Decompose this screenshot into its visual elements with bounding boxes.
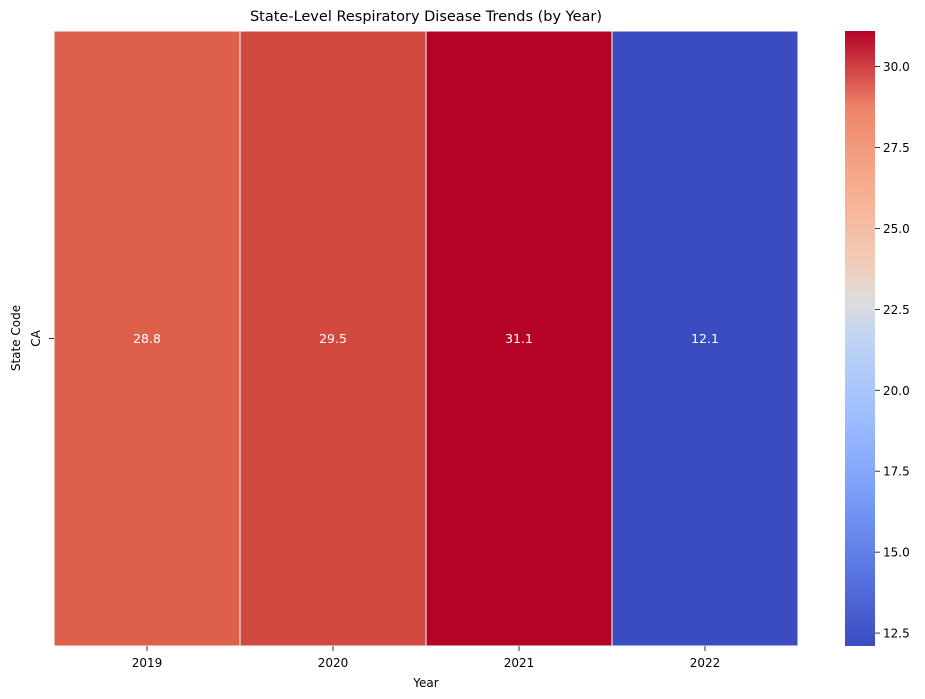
heatmap-cells: 28.8 29.5 31.1 12.1 [53, 30, 799, 647]
y-axis-ticks: CA [29, 329, 54, 347]
cell-value-label: 28.8 [133, 331, 161, 346]
colorbar-tick-label: 25.0 [883, 222, 910, 236]
y-tick-label: CA [29, 329, 43, 346]
x-tick-label: 2021 [504, 656, 535, 670]
heatmap-cell-CA-2021 [425, 30, 613, 647]
heatmap-cell-CA-2020 [239, 30, 427, 647]
cell-value-label: 29.5 [319, 331, 347, 346]
colorbar-tick-label: 15.0 [883, 546, 910, 560]
heatmap-cell-CA-2022 [611, 30, 799, 647]
x-tick-label: 2020 [318, 656, 349, 670]
colorbar-ticks: 12.5 15.0 17.5 20.0 22.5 25.0 27.5 30.0 [875, 60, 910, 641]
x-tick-label: 2022 [690, 656, 721, 670]
x-axis-ticks: 2019 2020 2021 2022 [132, 646, 721, 670]
heatmap-cell-CA-2019 [53, 30, 241, 647]
colorbar-tick-label: 22.5 [883, 303, 910, 317]
colorbar-tick-label: 27.5 [883, 141, 910, 155]
x-axis-label: Year [412, 676, 438, 690]
x-tick-label: 2019 [132, 656, 163, 670]
chart-title: State-Level Respiratory Disease Trends (… [250, 9, 602, 25]
y-axis-label: State Code [9, 305, 23, 371]
colorbar-tick-label: 30.0 [883, 60, 910, 74]
colorbar-tick-label: 17.5 [883, 465, 910, 479]
colorbar-tick-label: 12.5 [883, 627, 910, 641]
colorbar-tick-label: 20.0 [883, 384, 910, 398]
cell-value-label: 12.1 [691, 331, 719, 346]
cell-value-label: 31.1 [505, 331, 533, 346]
colorbar [845, 31, 875, 646]
